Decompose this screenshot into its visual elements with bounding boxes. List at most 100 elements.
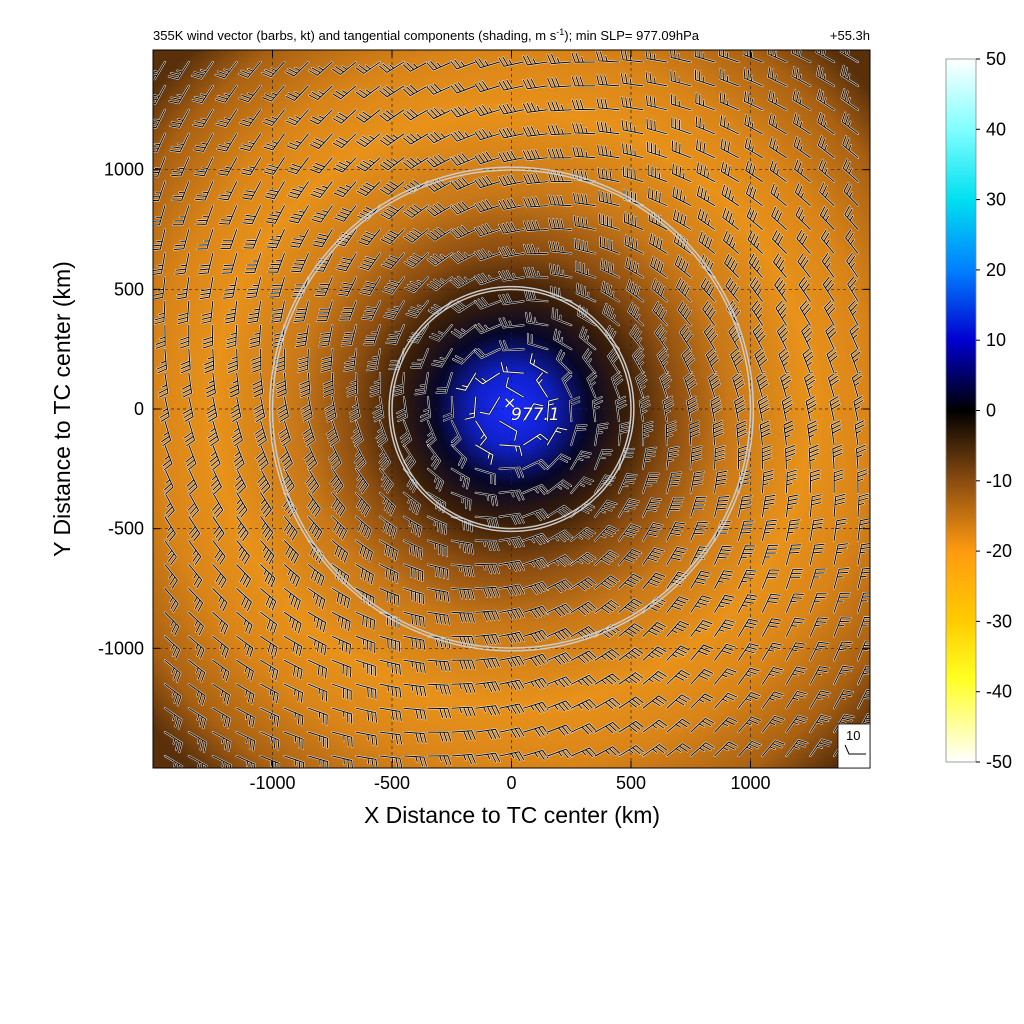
wind-barb-line <box>833 592 851 613</box>
wind-barb <box>594 422 609 446</box>
wind-barb <box>785 617 806 638</box>
wind-barb <box>642 572 666 590</box>
wind-barb-line <box>403 133 429 145</box>
wind-barb-line <box>696 185 716 207</box>
wind-barb <box>332 108 358 125</box>
wind-barb <box>697 231 716 255</box>
wind-barb <box>426 683 452 696</box>
wind-barb <box>753 347 768 375</box>
wind-barb <box>594 648 621 662</box>
wind-barb <box>713 470 728 494</box>
wind-barb <box>170 156 190 177</box>
wind-barb-line <box>546 652 573 665</box>
wind-barb <box>160 420 172 447</box>
wind-barb-line <box>450 225 477 239</box>
wind-barb <box>784 444 796 470</box>
wind-barb-line <box>301 396 313 422</box>
wind-barb <box>355 156 381 173</box>
wind-barb-line <box>366 348 381 371</box>
chart-title-main: 355K wind vector (barbs, kt) and tangent… <box>153 28 557 43</box>
wind-barb-line <box>355 611 375 631</box>
wind-barb <box>285 84 310 102</box>
wind-barb <box>450 130 477 143</box>
wind-barb <box>285 108 310 126</box>
wind-barb <box>794 182 812 207</box>
wind-barb <box>833 616 852 638</box>
wind-barb-line <box>274 348 285 373</box>
wind-barb <box>523 243 549 255</box>
wind-barb <box>665 718 692 734</box>
wind-barb <box>731 371 745 398</box>
wind-barb-line <box>499 467 524 478</box>
wind-barb-line <box>403 492 421 515</box>
wind-barb-line <box>523 484 549 495</box>
wind-barb <box>659 371 672 398</box>
wind-barb-line <box>728 324 742 350</box>
wind-barb <box>665 742 692 757</box>
wind-barb <box>369 372 381 397</box>
wind-barb <box>207 420 220 447</box>
wind-barb <box>279 443 294 471</box>
wind-barb-line <box>168 61 190 80</box>
wind-barb-line <box>646 95 668 111</box>
wind-barb-line <box>403 564 424 582</box>
wind-barb-line <box>498 174 524 187</box>
wind-barb <box>163 563 179 590</box>
wind-barb <box>473 199 501 213</box>
wind-barb <box>833 518 848 542</box>
wind-barb <box>211 731 232 752</box>
wind-barb-line <box>199 276 214 300</box>
wind-barb-line <box>829 396 841 422</box>
wind-barb-line <box>499 490 524 501</box>
wind-barb-line <box>335 229 357 247</box>
wind-barb-line <box>690 521 709 542</box>
wind-barb-line <box>700 277 716 302</box>
wind-barb-line <box>192 85 214 104</box>
wind-barb <box>850 347 861 375</box>
wind-barb <box>473 57 501 69</box>
wind-barb <box>235 587 253 612</box>
wind-barb <box>474 609 501 622</box>
wind-barb-line <box>743 50 763 63</box>
wind-barb-line <box>177 300 190 325</box>
wind-barb-line <box>379 659 401 675</box>
wind-barb <box>720 184 740 207</box>
wind-barb <box>833 689 854 710</box>
wind-barb-line <box>809 593 827 613</box>
wind-barb-line <box>761 470 774 494</box>
wind-barb <box>450 587 475 601</box>
wind-barb-line <box>842 135 859 159</box>
wind-barb-line <box>474 58 501 69</box>
wind-barb-line <box>324 396 337 422</box>
wind-barb <box>595 74 620 87</box>
wind-barb-line <box>671 117 692 135</box>
wind-barb <box>414 372 429 396</box>
wind-barb <box>624 234 644 255</box>
wind-barb-line <box>269 276 285 298</box>
wind-barb <box>283 563 301 588</box>
wind-barb <box>847 299 859 327</box>
wind-barb-line <box>536 372 548 398</box>
wind-barb <box>689 717 715 734</box>
wind-barb-line <box>857 665 870 685</box>
wind-barb-line <box>373 396 384 422</box>
wind-barb-line <box>562 371 572 398</box>
wind-barb <box>192 108 214 128</box>
wind-barb-line <box>283 659 303 680</box>
wind-barb <box>529 352 549 375</box>
wind-barb <box>642 670 668 686</box>
wind-barb <box>857 517 870 542</box>
wind-barb-line <box>221 252 238 274</box>
wind-barb <box>474 491 498 507</box>
y-tick-label: 1000 <box>104 160 144 180</box>
wind-barb-line <box>719 92 739 111</box>
wind-barb <box>450 152 477 167</box>
wind-barb-line <box>666 718 691 733</box>
wind-barb <box>713 545 733 566</box>
wind-barb-line <box>575 261 596 278</box>
wind-barb <box>546 504 573 518</box>
wind-barb-line <box>690 446 702 470</box>
wind-barb <box>665 644 691 662</box>
wind-barb-line <box>195 181 214 201</box>
wind-barb <box>713 594 736 614</box>
